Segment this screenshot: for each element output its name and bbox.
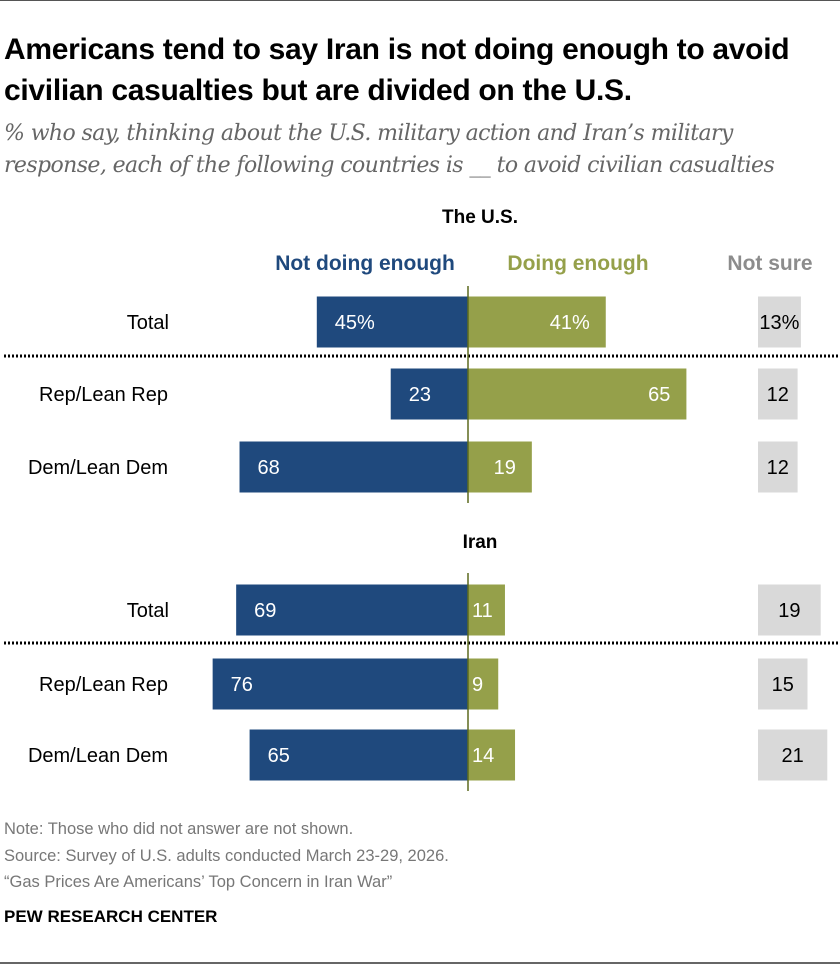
value-label-doing-enough: 11 [472,600,493,622]
category-label: Total [127,600,169,622]
bottom-divider [0,962,840,964]
note: Note: Those who did not answer are not s… [4,820,354,838]
chart-title: Americans tend to say Iran is not doing … [4,33,790,107]
category-label: Total [127,312,169,334]
bar-doing-enough [468,584,505,636]
value-label-not-sure: 21 [782,745,804,767]
bar-doing-enough [468,441,532,493]
category-label: Dem/Lean Dem [28,745,168,767]
value-label-doing-enough: 41% [550,312,590,334]
value-label-not-doing-enough: 69 [254,600,276,622]
bar-not-doing-enough [390,368,468,420]
value-label-not-doing-enough: 68 [258,457,280,479]
category-label: Dem/Lean Dem [28,457,168,479]
value-label-not-sure: 13% [759,312,799,334]
bar-not-sure [758,729,828,781]
value-label-doing-enough: 65 [648,384,670,406]
value-label-not-sure: 15 [772,674,794,696]
chart-subtitle: % who say, thinking about the U.S. milit… [4,121,775,178]
bar-not-sure [758,441,798,493]
value-label-doing-enough: 14 [472,745,494,767]
bar-not-sure [758,296,801,348]
bar-not-sure [758,368,798,420]
bar-not-doing-enough [236,584,468,636]
value-label-not-sure: 12 [767,457,789,479]
bar-not-sure [758,658,808,710]
value-label-not-doing-enough: 65 [268,745,290,767]
value-label-not-sure: 12 [767,384,789,406]
value-label-not-doing-enough: 76 [231,674,253,696]
category-label: Rep/Lean Rep [39,674,168,696]
source: Source: Survey of U.S. adults conducted … [4,847,449,865]
bar-not-sure [758,584,821,636]
legend-doing-enough: Doing enough [507,252,648,275]
value-label-not-doing-enough: 23 [409,384,431,406]
value-label-not-sure: 19 [778,600,800,622]
panel-title: Iran [463,532,498,553]
bar-not-doing-enough [249,729,468,781]
legend-not-doing-enough: Not doing enough [275,252,455,275]
bar-doing-enough [468,658,499,710]
value-label-not-doing-enough: 45% [335,312,375,334]
value-label-doing-enough: 19 [494,457,516,479]
panel-title: The U.S. [442,207,518,228]
value-label-doing-enough: 9 [472,674,483,696]
brand-logo-text: PEW RESEARCH CENTER [4,907,218,926]
bar-doing-enough [468,296,606,348]
bar-doing-enough [468,368,687,420]
bar-not-doing-enough [239,441,468,493]
report-title: “Gas Prices Are Americans’ Top Concern i… [4,873,393,891]
bar-not-doing-enough [212,658,468,710]
bar-not-doing-enough [316,296,468,348]
legend-not-sure: Not sure [727,252,812,275]
category-label: Rep/Lean Rep [39,384,168,406]
bar-doing-enough [468,729,516,781]
